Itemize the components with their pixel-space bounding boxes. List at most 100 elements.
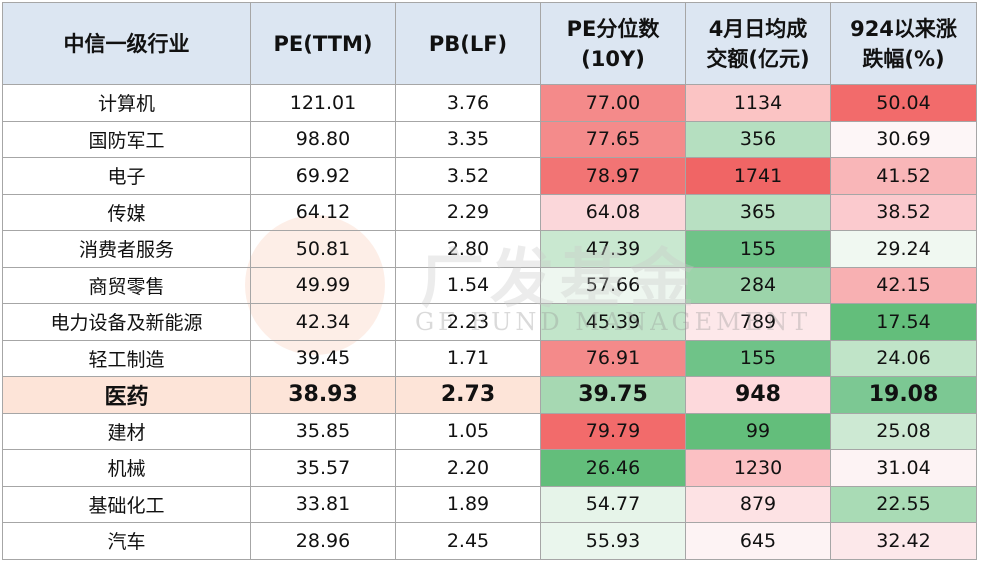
industry-cell: 国防军工 (2, 120, 251, 158)
header-cell: PB(LF) (395, 2, 541, 85)
table-row: 电力设备及新能源 42.34 2.23 45.39 789 17.54 (2, 303, 977, 341)
value-cell: 284 (685, 266, 831, 304)
value-cell: 2.29 (395, 193, 541, 231)
value-cell: 3.52 (395, 157, 541, 195)
value-cell: 1230 (685, 449, 831, 487)
header-cell: 中信一级行业 (2, 2, 251, 85)
industry-cell: 消费者服务 (2, 230, 251, 268)
value-cell: 30.69 (830, 120, 977, 158)
header-row: 中信一级行业 PE(TTM) PB(LF) PE分位数 (10Y) 4月日均成 交额(亿… (2, 2, 977, 85)
table-row: 商贸零售 49.99 1.54 57.66 284 42.15 (2, 266, 977, 304)
value-cell: 17.54 (830, 303, 977, 341)
value-cell: 79.79 (540, 412, 686, 450)
value-cell: 50.04 (830, 84, 977, 122)
value-cell: 2.20 (395, 449, 541, 487)
value-cell: 55.93 (540, 522, 686, 560)
table-row: 基础化工 33.81 1.89 54.77 879 22.55 (2, 485, 977, 523)
value-cell: 41.52 (830, 157, 977, 195)
table-row: 轻工制造 39.45 1.71 76.91 155 24.06 (2, 339, 977, 377)
value-cell: 78.97 (540, 157, 686, 195)
value-cell: 50.81 (250, 230, 396, 268)
value-cell: 39.45 (250, 339, 396, 377)
value-cell: 57.66 (540, 266, 686, 304)
value-cell: 38.52 (830, 193, 977, 231)
industry-cell: 机械 (2, 449, 251, 487)
value-cell: 2.45 (395, 522, 541, 560)
industry-cell: 计算机 (2, 84, 251, 122)
value-cell: 33.81 (250, 485, 396, 523)
table-row: 建材 35.85 1.05 79.79 99 25.08 (2, 412, 977, 450)
table-row: 传媒 64.12 2.29 64.08 365 38.52 (2, 193, 977, 231)
industry-cell: 电子 (2, 157, 251, 195)
value-cell: 1134 (685, 84, 831, 122)
value-cell: 35.85 (250, 412, 396, 450)
value-cell: 1.54 (395, 266, 541, 304)
table-row: 计算机 121.01 3.76 77.00 1134 50.04 (2, 84, 977, 122)
value-cell: 32.42 (830, 522, 977, 560)
value-cell: 64.12 (250, 193, 396, 231)
industry-cell: 电力设备及新能源 (2, 303, 251, 341)
table-row: 医药 38.93 2.73 39.75 948 19.08 (2, 376, 977, 414)
value-cell: 1741 (685, 157, 831, 195)
value-cell: 24.06 (830, 339, 977, 377)
industry-table: 中信一级行业 PE(TTM) PB(LF) PE分位数 (10Y) 4月日均成 交额(亿… (2, 2, 977, 560)
value-cell: 789 (685, 303, 831, 341)
value-cell: 38.93 (250, 376, 396, 414)
header-cell: PE(TTM) (250, 2, 396, 85)
value-cell: 19.08 (830, 376, 977, 414)
value-cell: 3.35 (395, 120, 541, 158)
industry-cell: 商贸零售 (2, 266, 251, 304)
industry-cell: 轻工制造 (2, 339, 251, 377)
value-cell: 76.91 (540, 339, 686, 377)
table-header: 中信一级行业 PE(TTM) PB(LF) PE分位数 (10Y) 4月日均成 交额(亿… (2, 2, 977, 85)
value-cell: 25.08 (830, 412, 977, 450)
table-body: 计算机 121.01 3.76 77.00 1134 50.04 国防军工 98.80 3.35… (2, 84, 977, 560)
value-cell: 645 (685, 522, 831, 560)
value-cell: 121.01 (250, 84, 396, 122)
industry-cell: 建材 (2, 412, 251, 450)
value-cell: 64.08 (540, 193, 686, 231)
value-cell: 26.46 (540, 449, 686, 487)
value-cell: 22.55 (830, 485, 977, 523)
value-cell: 45.39 (540, 303, 686, 341)
table-row: 消费者服务 50.81 2.80 47.39 155 29.24 (2, 230, 977, 268)
value-cell: 948 (685, 376, 831, 414)
table-row: 汽车 28.96 2.45 55.93 645 32.42 (2, 522, 977, 560)
value-cell: 356 (685, 120, 831, 158)
value-cell: 99 (685, 412, 831, 450)
table-row: 机械 35.57 2.20 26.46 1230 31.04 (2, 449, 977, 487)
value-cell: 155 (685, 339, 831, 377)
value-cell: 42.34 (250, 303, 396, 341)
value-cell: 29.24 (830, 230, 977, 268)
value-cell: 69.92 (250, 157, 396, 195)
value-cell: 155 (685, 230, 831, 268)
value-cell: 2.73 (395, 376, 541, 414)
industry-cell: 传媒 (2, 193, 251, 231)
industry-cell: 基础化工 (2, 485, 251, 523)
value-cell: 879 (685, 485, 831, 523)
value-cell: 39.75 (540, 376, 686, 414)
value-cell: 2.23 (395, 303, 541, 341)
value-cell: 1.89 (395, 485, 541, 523)
header-cell: 924以来涨 跌幅(%) (830, 2, 977, 85)
value-cell: 54.77 (540, 485, 686, 523)
value-cell: 2.80 (395, 230, 541, 268)
value-cell: 35.57 (250, 449, 396, 487)
value-cell: 42.15 (830, 266, 977, 304)
value-cell: 49.99 (250, 266, 396, 304)
value-cell: 3.76 (395, 84, 541, 122)
header-cell: PE分位数 (10Y) (540, 2, 686, 85)
value-cell: 77.00 (540, 84, 686, 122)
value-cell: 47.39 (540, 230, 686, 268)
value-cell: 31.04 (830, 449, 977, 487)
industry-cell: 医药 (2, 376, 251, 414)
industry-cell: 汽车 (2, 522, 251, 560)
value-cell: 1.05 (395, 412, 541, 450)
value-cell: 28.96 (250, 522, 396, 560)
table-row: 电子 69.92 3.52 78.97 1741 41.52 (2, 157, 977, 195)
value-cell: 1.71 (395, 339, 541, 377)
table-row: 国防军工 98.80 3.35 77.65 356 30.69 (2, 120, 977, 158)
header-cell: 4月日均成 交额(亿元) (685, 2, 831, 85)
value-cell: 365 (685, 193, 831, 231)
